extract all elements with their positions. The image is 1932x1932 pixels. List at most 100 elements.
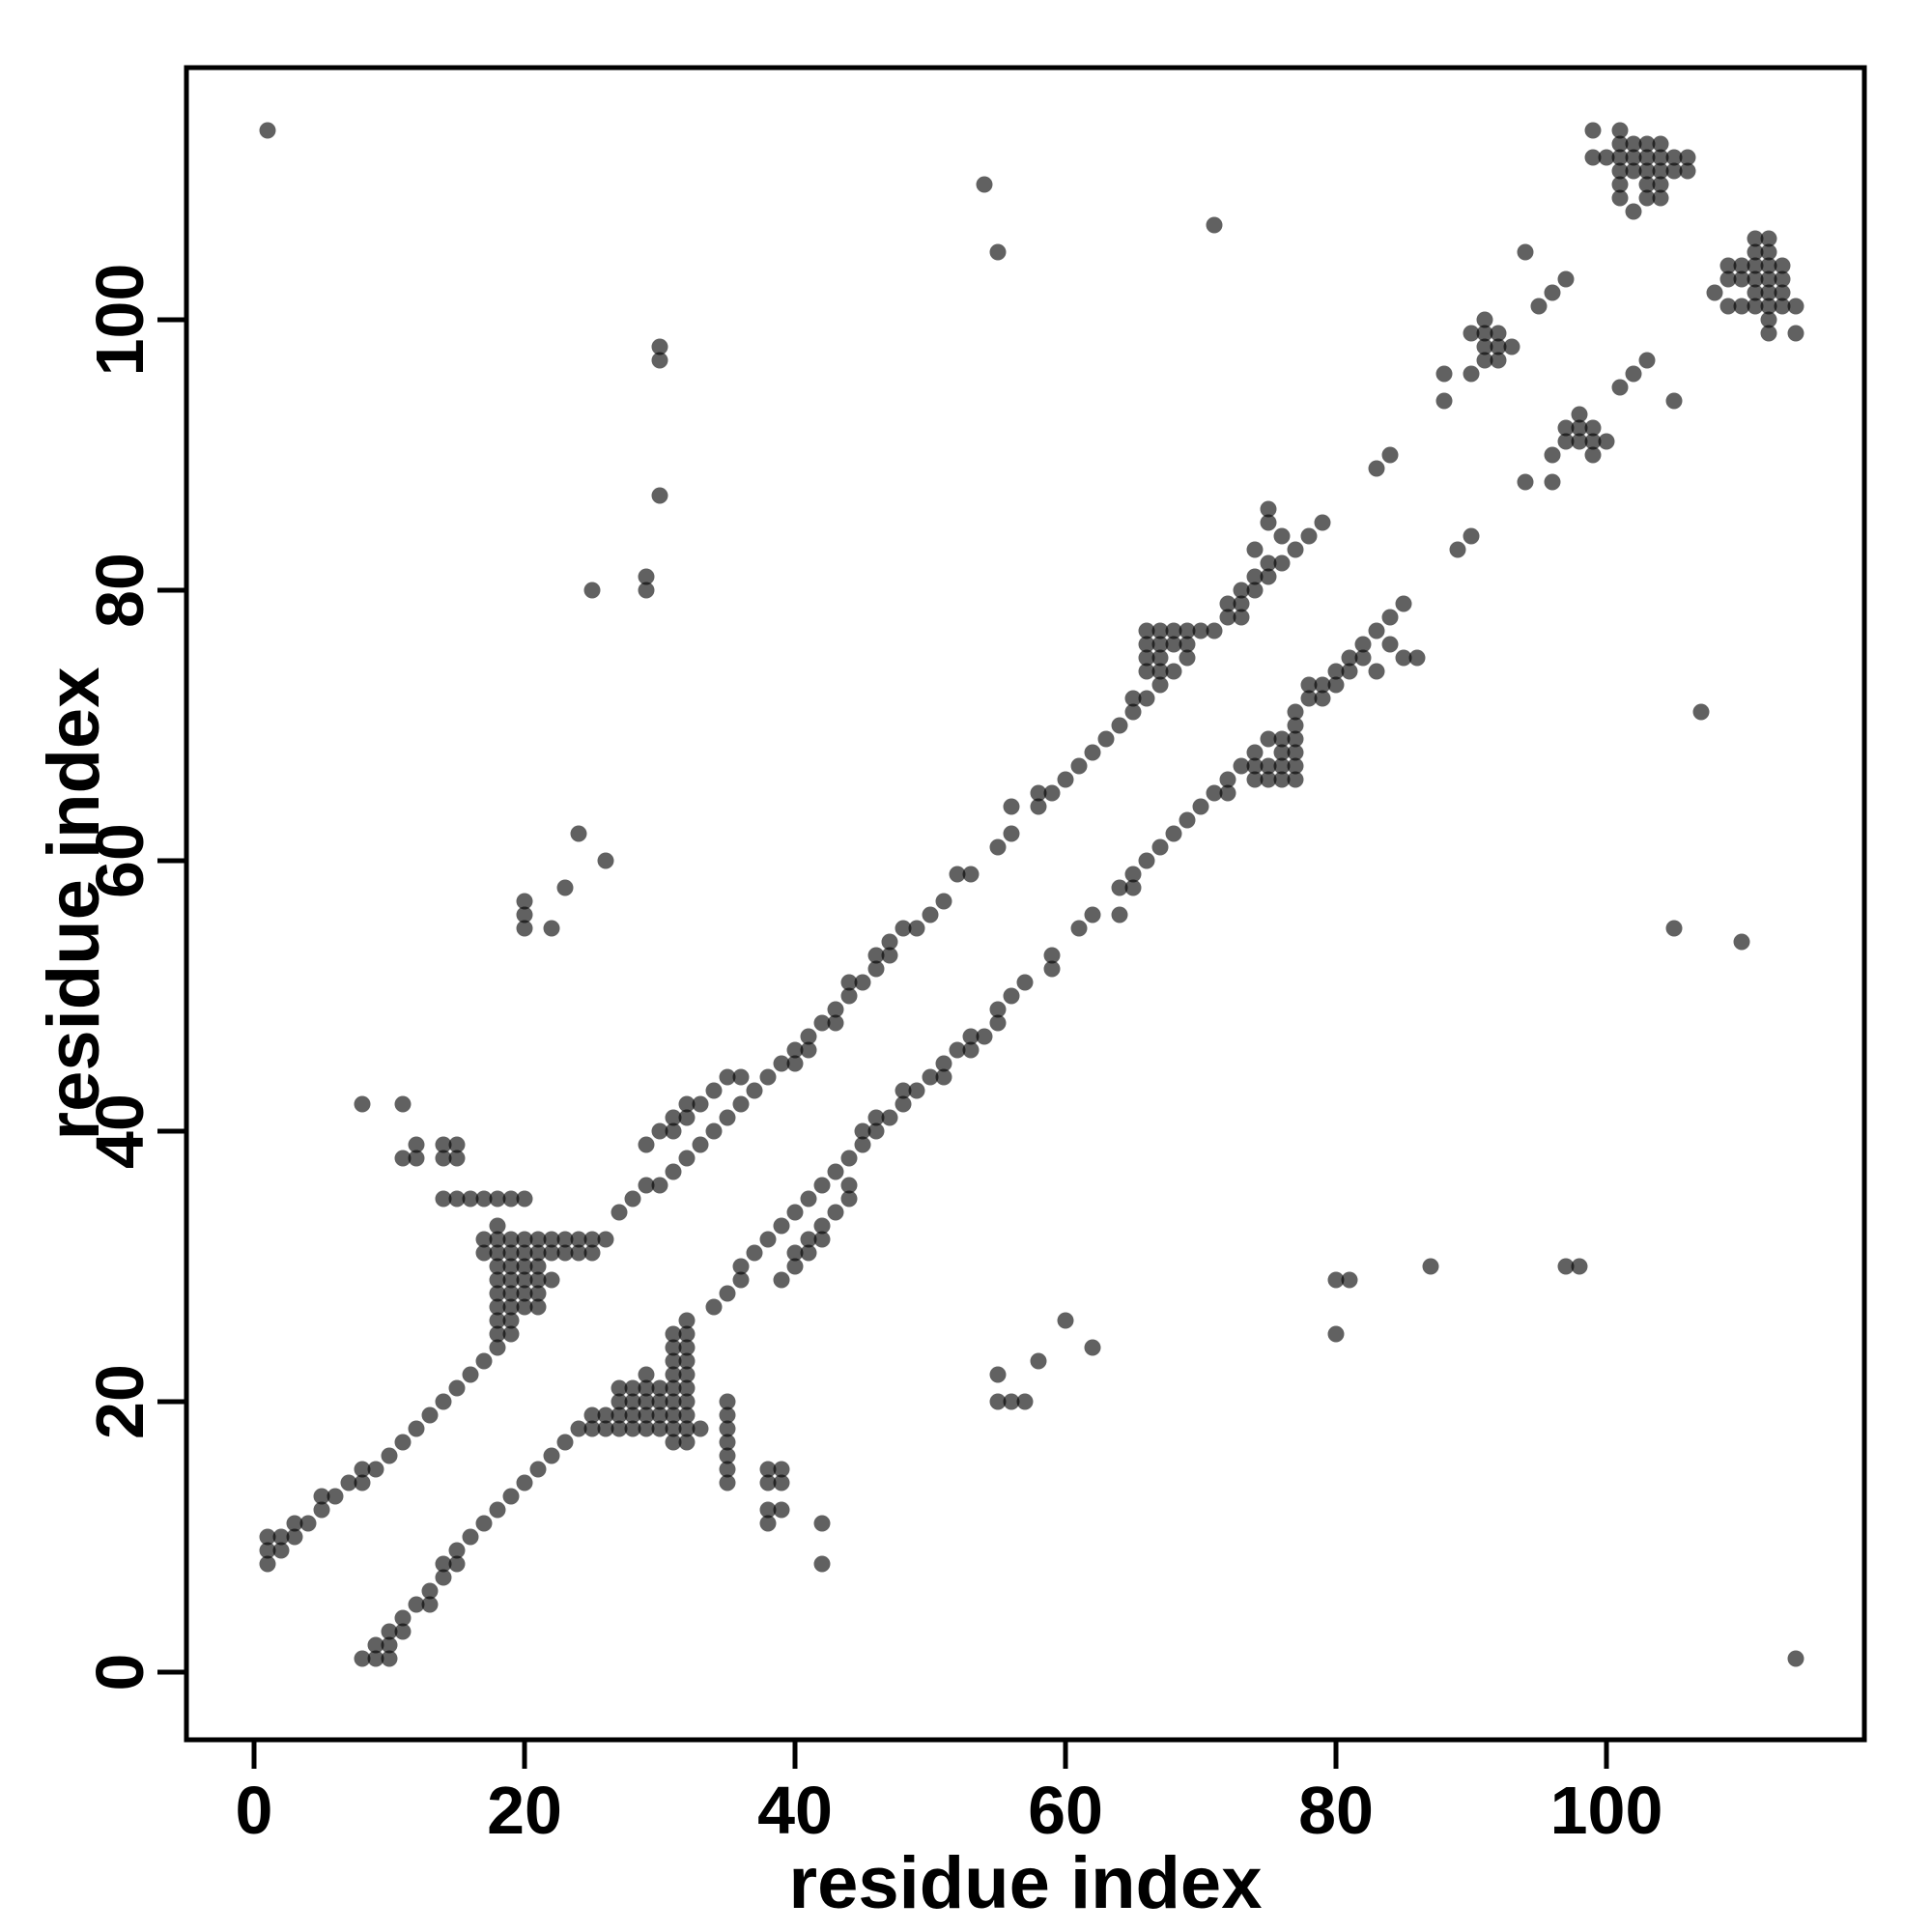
contact-point [1179,649,1196,667]
x-axis-title: residue index [789,1842,1263,1924]
contact-point [502,1312,520,1329]
contact-point [800,1244,817,1262]
contact-point [611,1393,628,1410]
contact-point [1043,784,1061,802]
contact-point [448,1190,466,1208]
contact-point [867,1122,885,1140]
contact-point [1206,216,1223,234]
contact-point [421,1596,439,1613]
contact-point [665,1379,682,1397]
contact-point [732,1271,750,1289]
contact-point [867,1109,885,1126]
contact-point [1314,676,1331,694]
contact-point [827,1204,844,1221]
contact-point [408,1150,425,1167]
contact-point [1625,162,1642,180]
contact-point [448,1542,466,1559]
contact-point [1774,298,1791,315]
contact-point [1611,149,1629,166]
contact-point [1611,176,1629,193]
contact-point [1638,162,1656,180]
contact-point [786,1244,804,1262]
contact-point [1530,298,1548,315]
contact-point [1544,446,1561,464]
contact-point [1138,690,1155,707]
contact-point [678,1393,696,1410]
contact-point [678,1366,696,1383]
contact-point [665,1434,682,1451]
contact-point [976,176,993,193]
contact-point [556,1434,574,1451]
contact-point [1057,1312,1074,1329]
contact-point [705,1082,723,1099]
contact-point [1327,676,1345,694]
contact-point [746,1082,763,1099]
contact-point [1747,243,1764,261]
contact-point [895,1082,912,1099]
contact-point [1665,149,1683,166]
contact-point [989,838,1007,856]
contact-point [381,1636,398,1654]
contact-point [1030,1352,1047,1370]
contact-point [462,1190,479,1208]
contact-point [1124,703,1142,721]
contact-point [1638,352,1656,369]
contact-point [489,1258,506,1275]
contact-point [583,1244,601,1262]
contact-point [556,1244,574,1262]
contact-point [638,582,655,599]
contact-point [597,1406,614,1424]
contact-point [1219,595,1236,612]
contact-point [1124,879,1142,896]
contact-point [1665,392,1683,410]
contact-point [759,1231,777,1248]
contact-point [1192,798,1209,815]
x-tick-label: 40 [757,1773,833,1848]
y-tick-label: 100 [82,264,157,377]
contact-point [1179,622,1196,639]
contact-point [1476,352,1493,369]
contact-point [1233,757,1250,775]
contact-point [1233,609,1250,626]
contact-point [1652,135,1669,153]
contact-point [1151,649,1169,667]
contact-point [1557,419,1575,437]
contact-point [1381,636,1399,653]
contact-point [1625,365,1642,383]
contact-point [516,893,533,910]
contact-point [1179,636,1196,653]
contact-point [1544,473,1561,491]
contact-point [638,1177,655,1194]
contact-point [354,1095,371,1113]
contact-point [922,906,939,923]
contact-point [259,1528,276,1546]
contact-point [408,1420,425,1437]
contact-point [1652,176,1669,193]
contact-point [1206,784,1223,802]
contact-point [1138,663,1155,680]
contact-point [786,1204,804,1221]
contact-point [1327,1271,1345,1289]
contact-point [1665,162,1683,180]
contact-point [502,1298,520,1316]
contact-point [962,866,980,883]
contact-point [1395,649,1412,667]
contact-point [1719,257,1737,274]
contact-point [1463,325,1480,342]
contact-point [759,1461,777,1478]
contact-point [665,1109,682,1126]
contact-point [989,1001,1007,1018]
contact-point [1260,771,1277,788]
contact-point [759,1474,777,1492]
contact-point [962,1041,980,1059]
contact-point [651,1393,668,1410]
contact-point [502,1258,520,1275]
contact-point [1571,406,1588,423]
contact-point [1625,149,1642,166]
contact-point [1300,527,1318,545]
y-tick-label: 0 [82,1654,157,1691]
contact-point [989,243,1007,261]
contact-point [1246,582,1264,599]
contact-point [1151,622,1169,639]
contact-point [867,947,885,964]
